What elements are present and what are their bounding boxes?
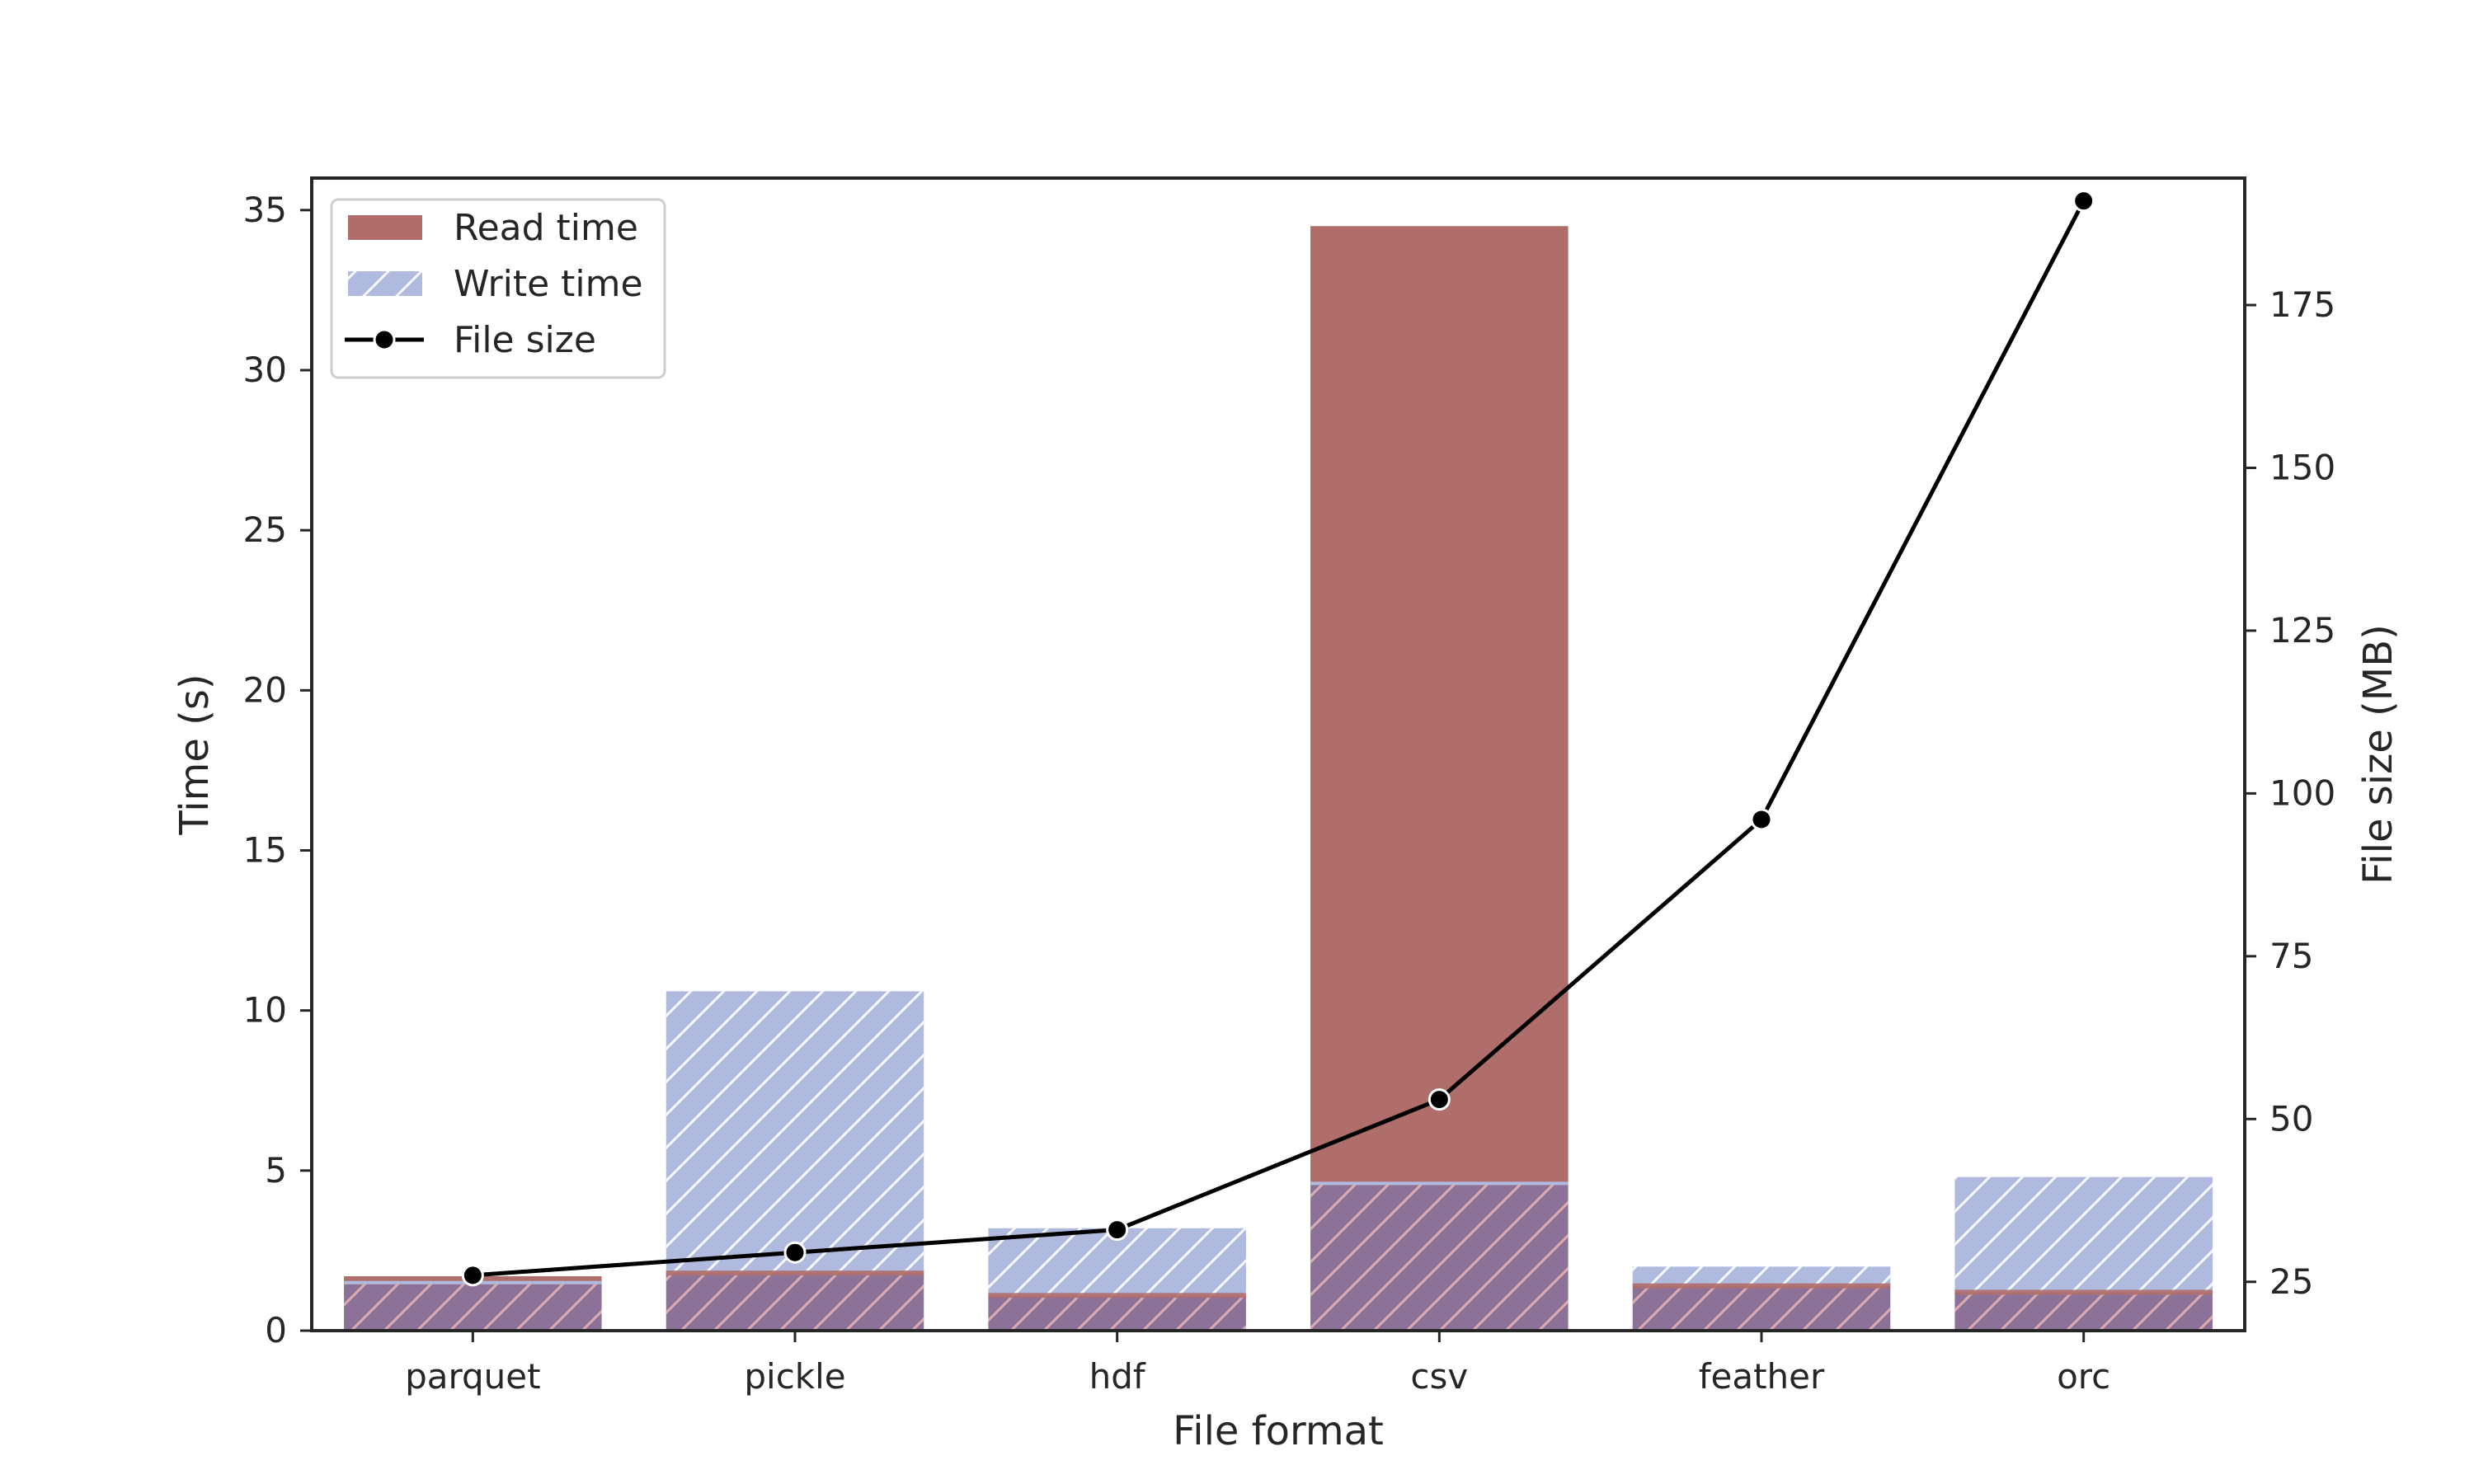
overlap-hatch-parquet xyxy=(344,1282,602,1331)
legend-label: Write time xyxy=(454,263,643,305)
y2-tick-label: 125 xyxy=(2269,610,2335,650)
read-time-bar-pickle xyxy=(666,1270,924,1276)
read-time-bar-orc xyxy=(1954,1289,2213,1295)
y-tick-label: 15 xyxy=(243,830,287,871)
read-time-bar-csv xyxy=(1310,226,1569,1184)
y-tick-label: 0 xyxy=(265,1310,287,1350)
file-size-point-parquet xyxy=(461,1264,484,1287)
x-axis-label: File format xyxy=(1173,1408,1384,1454)
plot-frame xyxy=(310,176,2246,1332)
legend-swatch-write-hatch xyxy=(348,271,422,296)
x-tick-label: parquet xyxy=(405,1356,541,1397)
file-size-point-hdf xyxy=(1106,1219,1129,1242)
legend: Read time Write time File size xyxy=(330,198,666,379)
y2-tick-label: 100 xyxy=(2269,773,2335,813)
y2-tick-label: 75 xyxy=(2269,936,2313,976)
y-tick-label: 25 xyxy=(243,510,287,550)
write-time-hatch-pickle xyxy=(666,991,924,1274)
legend-swatch-read-time xyxy=(348,215,422,240)
axes: 0 5 10 15 20 25 30 35 25 50 75 100 125 150 175 parquet p… xyxy=(172,176,2401,1454)
y-tick-label: 35 xyxy=(243,190,287,230)
legend-box xyxy=(330,198,666,379)
y2-tick-label: 50 xyxy=(2269,1098,2313,1139)
x-tick-label: feather xyxy=(1699,1356,1825,1397)
overlap-hatch-hdf xyxy=(988,1295,1246,1331)
y2-tick-label: 150 xyxy=(2269,447,2335,487)
read-time-bar-hdf xyxy=(988,1293,1246,1298)
write-time-hatch-feather xyxy=(1632,1266,1891,1286)
x-tick-label: orc xyxy=(2057,1356,2110,1397)
y-axis-label: Time (s) xyxy=(172,674,218,835)
file-size-point-orc xyxy=(2072,190,2095,213)
overlap-hatch-csv xyxy=(1310,1183,1569,1331)
plot-area xyxy=(344,190,2213,1331)
overlap-hatch-feather xyxy=(1632,1285,1891,1331)
file-size-point-feather xyxy=(1750,808,1773,831)
write-time-hatch-orc xyxy=(1954,1176,2213,1293)
x-tick-label: csv xyxy=(1410,1356,1468,1397)
y2-tick-label: 175 xyxy=(2269,284,2335,325)
file-size-line xyxy=(473,200,2086,1278)
overlap-hatch-orc xyxy=(1954,1292,2213,1331)
read-time-bar-feather xyxy=(1632,1283,1891,1289)
x-tick-label: hdf xyxy=(1089,1356,1146,1397)
y-tick-label: 5 xyxy=(265,1150,287,1190)
y-tick-label: 10 xyxy=(243,990,287,1031)
x-tick-label: pickle xyxy=(744,1356,845,1397)
y-tick-label: 20 xyxy=(243,669,287,710)
legend-label: File size xyxy=(454,319,596,361)
legend-label: Read time xyxy=(454,207,638,249)
write-time-bar-csv xyxy=(1310,1181,1569,1186)
y-tick-label: 30 xyxy=(243,350,287,390)
overlap-hatch-pickle xyxy=(666,1273,924,1331)
y2-axis-label: File size (MB) xyxy=(2355,624,2401,885)
file-size-point-csv xyxy=(1427,1088,1451,1111)
file-size-point-pickle xyxy=(783,1241,807,1264)
legend-swatch-file-size-marker xyxy=(373,328,396,351)
y2-tick-label: 25 xyxy=(2269,1261,2313,1302)
